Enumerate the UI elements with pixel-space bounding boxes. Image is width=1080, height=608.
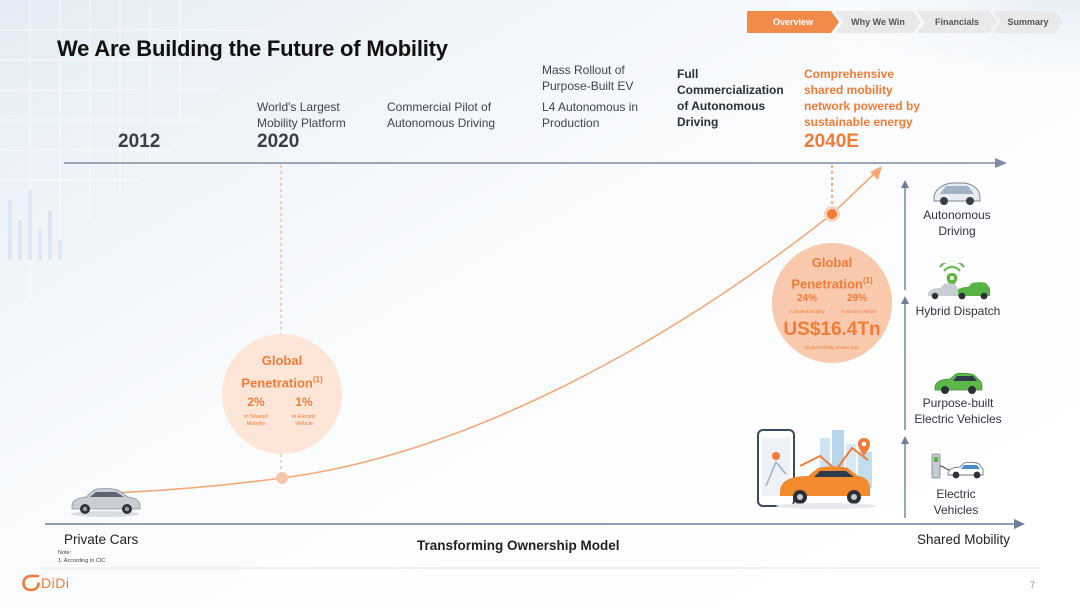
bottom-arrowhead [1014, 519, 1025, 529]
bubble-title: Global [811, 255, 853, 270]
footnote-line: 1. According to CIC [58, 558, 106, 564]
market-size-caption: Global Mobility Market Size [804, 345, 860, 350]
bubble-title-text: Penetration [241, 375, 313, 391]
year-2040e: 2040E [804, 131, 859, 152]
footnote-heading: Note: [58, 550, 72, 556]
autonomous-car-icon [933, 182, 981, 205]
bubble-title: Global [261, 353, 303, 368]
label-electric-vehicles: Electric Vehicles [912, 486, 1000, 518]
stack-arrowhead-3 [901, 180, 909, 188]
milestone-line: shared mobility [804, 83, 893, 97]
milestone-line: Mobility Platform [257, 116, 346, 130]
penetration-bubble-2020: Global Penetration(1) 2% 1% in Shared Mo… [222, 334, 342, 454]
shared-mobility-caption: in Shared Mobility [234, 414, 278, 428]
milestone-largest-platform: World's Largest Mobility Platform [257, 99, 346, 131]
caption-line: Mobility [246, 421, 266, 427]
footnote-marker: (1) [862, 276, 873, 285]
page-number: 7 [1030, 580, 1036, 590]
milestone-line: Commercialization [677, 83, 784, 97]
caption-line: in Electric [292, 414, 316, 420]
milestone-line: Mass Rollout of [542, 63, 625, 77]
shared-mobility-pct: 24% [796, 293, 817, 304]
milestone-line: sustainable energy [804, 115, 913, 129]
bubble-title-text: Penetration [791, 276, 863, 292]
label-line: Purpose-built [922, 396, 994, 410]
electric-vehicle-pct: 1% [295, 395, 313, 409]
year-2020: 2020 [257, 131, 300, 152]
label-line: Electric [936, 487, 976, 501]
didi-logo-icon [22, 574, 40, 592]
label-line: Vehicles [933, 503, 979, 517]
smart-mobility-illustration [757, 429, 876, 509]
label-autonomous-driving: Autonomous Driving [912, 207, 1002, 239]
hybrid-dispatch-icon [928, 263, 990, 300]
axis-label-transforming-ownership: Transforming Ownership Model [417, 538, 620, 553]
tab-overview[interactable]: Overview [747, 11, 839, 33]
bubble-title-2: Penetration(1) [772, 272, 892, 293]
milestone-line: World's Largest [257, 100, 340, 114]
label-line: Driving [938, 224, 976, 238]
page-title: We Are Building the Future of Mobility [57, 36, 448, 61]
milestone-line: Driving [677, 115, 719, 129]
section-nav: Overview Why We Win Financials Summary [747, 11, 1063, 33]
year-2012: 2012 [118, 131, 161, 152]
electric-vehicle-pct: 29% [846, 293, 867, 304]
milestone-commercial-pilot: Commercial Pilot of Autonomous Driving [387, 99, 495, 131]
tab-why-we-win[interactable]: Why We Win [835, 11, 921, 33]
caption-line: in Shared [244, 414, 268, 420]
milestone-line: Commercial Pilot of [387, 100, 492, 114]
label-line: Autonomous [923, 208, 991, 222]
purpose-built-ev-icon [934, 372, 983, 394]
caption-line: Vehicle [295, 421, 313, 427]
ev-charging-icon [931, 453, 984, 479]
milestone-line: Purpose-Built EV [542, 79, 634, 93]
electric-vehicle-caption: in Electric Vehicle [282, 414, 326, 428]
stack-arrowhead-1 [901, 436, 909, 444]
market-size-value: US$16.4Tn [783, 319, 881, 340]
milestone-comprehensive-network: Comprehensive shared mobility network po… [804, 66, 920, 130]
label-purpose-built-ev: Purpose-built Electric Vehicles [906, 395, 1010, 427]
milestone-line: Comprehensive [804, 67, 895, 81]
curve-arrowhead [870, 166, 882, 180]
milestone-line: Autonomous Driving [387, 116, 496, 130]
milestone-full-commercialization: Full Commercialization of Autonomous Dri… [677, 66, 784, 130]
didi-logo-text: DiDi [41, 575, 70, 591]
point-2020 [276, 472, 288, 484]
label-line: Electric Vehicles [914, 412, 1002, 426]
milestone-line: Production [542, 116, 600, 130]
milestone-line: network powered by [804, 99, 921, 113]
milestone-line: of Autonomous [677, 99, 766, 113]
milestone-mass-rollout: Mass Rollout of Purpose-Built EV L4 Auto… [542, 62, 638, 131]
shared-mobility-caption: in Shared Mobility [789, 309, 825, 314]
tab-financials[interactable]: Financials [917, 11, 997, 33]
shared-mobility-pct: 2% [247, 395, 265, 409]
timeline-arrowhead [995, 158, 1007, 168]
stack-arrowhead-2 [901, 296, 909, 304]
milestone-line: Full [677, 67, 699, 81]
penetration-bubble-2040: Global Penetration(1) 24% 29% in Shared … [772, 243, 892, 363]
tab-summary[interactable]: Summary [993, 11, 1063, 33]
growth-curve [111, 171, 877, 494]
electric-vehicle-caption: in Electric Vehicle [841, 309, 877, 314]
point-2040 [824, 206, 840, 222]
axis-label-private-cars: Private Cars [64, 532, 139, 547]
footnote: Note: 1. According to CIC [58, 549, 105, 565]
bubble-title-2: Penetration(1) [222, 371, 342, 392]
private-car-icon [71, 488, 141, 517]
footnote-marker: (1) [312, 375, 323, 384]
milestone-line: L4 Autonomous in [542, 100, 639, 114]
label-hybrid-dispatch: Hybrid Dispatch [915, 304, 1001, 318]
axis-label-shared-mobility: Shared Mobility [917, 532, 1011, 547]
